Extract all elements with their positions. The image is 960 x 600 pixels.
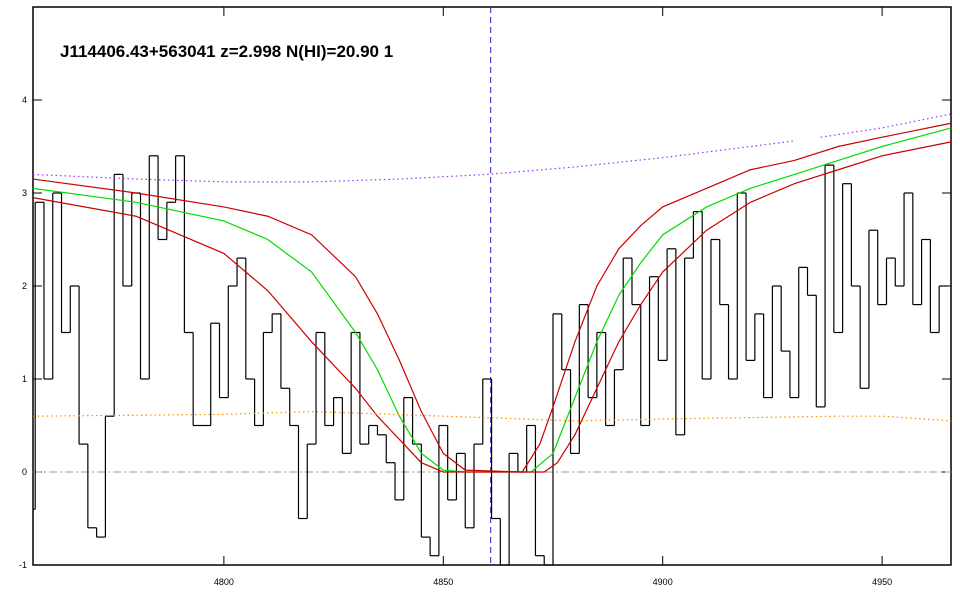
- series-line: [32, 127, 952, 473]
- series-line: [32, 140, 795, 183]
- series-line: [32, 122, 952, 473]
- series-line: [32, 141, 952, 473]
- y-tick-label: 3: [22, 188, 27, 198]
- y-tick-label: 1: [22, 374, 27, 384]
- x-tick-label: 4800: [214, 577, 234, 587]
- y-tick-label: -1: [19, 560, 27, 570]
- x-tick-label: 4950: [872, 577, 892, 587]
- y-tick-label: 0: [22, 467, 27, 477]
- x-tick-label: 4850: [433, 577, 453, 587]
- chart-title: J114406.43+563041 z=2.998 N(HI)=20.90 1: [60, 42, 393, 61]
- y-tick-label: 4: [22, 95, 27, 105]
- y-tick-label: 2: [22, 281, 27, 291]
- x-tick-label: 4900: [653, 577, 673, 587]
- series-line: [820, 113, 952, 138]
